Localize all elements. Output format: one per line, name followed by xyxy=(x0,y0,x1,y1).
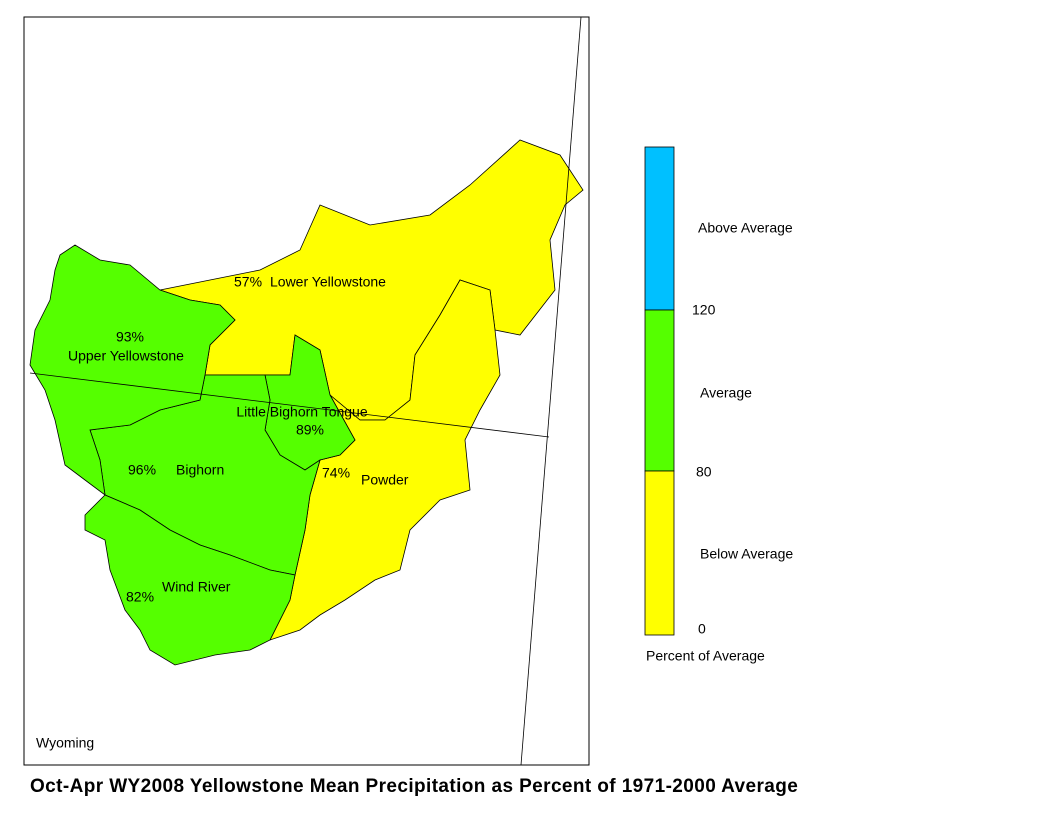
basin-name: Lower Yellowstone xyxy=(270,274,386,290)
basin-percent: 93% xyxy=(116,329,144,345)
basin-name: Bighorn xyxy=(176,462,224,478)
basin-name: Wind River xyxy=(162,579,231,595)
basin-percent: 57% xyxy=(234,274,262,290)
legend-swatch xyxy=(644,309,675,472)
basin-name: Little Bighorn Tongue xyxy=(236,404,367,420)
state-border xyxy=(520,16,582,766)
basin-percent: 96% xyxy=(128,462,156,478)
basin-percent: 82% xyxy=(126,589,154,605)
basin-upper-yellowstone xyxy=(29,244,236,496)
legend-swatch xyxy=(644,470,675,636)
basin-name: Upper Yellowstone xyxy=(68,348,184,364)
legend-title: Percent of Average xyxy=(646,648,765,664)
legend-swatch xyxy=(644,146,675,311)
basin-name: Powder xyxy=(361,472,409,488)
basin-percent: 74% xyxy=(322,465,350,481)
map-title: Oct-Apr WY2008 Yellowstone Mean Precipit… xyxy=(30,776,798,797)
legend-break: 120 xyxy=(692,302,716,318)
basin-wind-river xyxy=(84,494,296,666)
legend-label: Below Average xyxy=(700,546,793,562)
state-border xyxy=(29,372,550,438)
state-label: Wyoming xyxy=(36,735,94,751)
basin-percent: 89% xyxy=(296,422,324,438)
legend-break: 80 xyxy=(696,464,712,480)
legend-label: Average xyxy=(700,385,752,401)
legend-label: Above Average xyxy=(698,220,793,236)
legend-break: 0 xyxy=(698,621,706,637)
